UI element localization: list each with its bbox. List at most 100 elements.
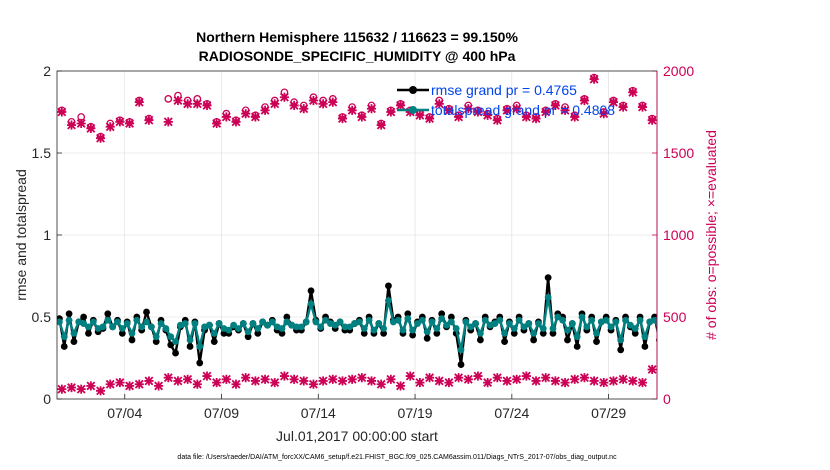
obs-evaluated-point xyxy=(250,112,260,122)
obs-evaluated-point xyxy=(299,104,309,114)
legend-rmse-label: rmse grand pr = 0.4765 xyxy=(431,82,577,98)
y-tick-label-right: 500 xyxy=(663,309,687,325)
totalspread-point xyxy=(322,316,329,324)
totalspread-point xyxy=(457,346,465,354)
obs-evaluated-point xyxy=(521,112,531,122)
rmse-point xyxy=(758,346,765,353)
totalspread-point xyxy=(307,300,315,308)
rmse-point xyxy=(792,304,799,311)
obs-evaluated-point xyxy=(454,112,464,122)
obs-evaluated-point xyxy=(541,107,551,117)
totalspread-point xyxy=(588,316,596,324)
obs-evaluated-point xyxy=(231,117,241,127)
obs-count-point xyxy=(531,376,541,386)
totalspread-point xyxy=(515,316,523,324)
totalspread-point xyxy=(607,323,615,331)
totalspread-point xyxy=(370,326,378,334)
rmse-point xyxy=(510,330,518,337)
obs-count-point xyxy=(231,379,241,389)
rmse-point xyxy=(539,330,547,337)
obs-count-point xyxy=(270,378,280,388)
obs-count-point xyxy=(144,376,154,386)
obs-count-point xyxy=(589,376,599,386)
totalspread-point xyxy=(433,325,441,332)
obs-count-point xyxy=(608,376,619,386)
obs-count-point xyxy=(473,371,483,381)
obs-count-markers xyxy=(57,73,657,396)
totalspread-point xyxy=(404,315,412,323)
obs-evaluated-point xyxy=(134,97,144,107)
rmse-point xyxy=(409,331,417,339)
rmse-point xyxy=(796,314,803,321)
totalspread-point xyxy=(578,313,586,321)
obs-count-point xyxy=(376,379,386,389)
rmse-point xyxy=(753,322,760,329)
rmse-point xyxy=(476,336,484,344)
obs-evaluated-point xyxy=(434,99,444,109)
totalspread-series xyxy=(57,293,818,354)
obs-count-point xyxy=(492,373,502,383)
obs-evaluated-point xyxy=(366,104,377,114)
obs-evaluated-point xyxy=(570,112,580,122)
totalspread-point xyxy=(602,316,610,324)
obs-evaluated-point xyxy=(66,120,77,130)
totalspread-point xyxy=(452,325,460,332)
totalspread-point xyxy=(626,321,634,329)
totalspread-point xyxy=(167,333,175,341)
totalspread-point xyxy=(811,315,818,322)
rmse-point xyxy=(743,310,750,317)
rmse-point xyxy=(501,338,508,345)
totalspread-point xyxy=(80,320,88,327)
rmse-point xyxy=(719,304,726,311)
obs-count-point xyxy=(415,378,425,388)
obs-count-point xyxy=(347,374,357,384)
obs-count-point xyxy=(318,376,328,386)
totalspread-point xyxy=(123,320,131,327)
rmse-point xyxy=(671,327,678,334)
obs-evaluated-point xyxy=(376,120,386,130)
rmse-point xyxy=(423,334,431,342)
obs-evaluated-point xyxy=(115,117,125,127)
totalspread-point xyxy=(147,323,155,331)
y-tick-label-right: 1500 xyxy=(663,145,694,161)
totalspread-point xyxy=(143,318,150,326)
obs-evaluated-point xyxy=(95,133,106,143)
rmse-point xyxy=(782,319,789,326)
rmse-point xyxy=(690,310,697,317)
totalspread-point xyxy=(525,320,533,327)
obs-evaluated-point xyxy=(163,117,173,127)
obs-count-point xyxy=(405,371,415,381)
obs-evaluated-point xyxy=(647,115,657,125)
y-tick-label-right: 1000 xyxy=(663,227,694,243)
obs-count-point xyxy=(173,376,183,386)
totalspread-point xyxy=(157,320,165,327)
rmse-point xyxy=(777,314,784,321)
totalspread-point xyxy=(283,318,291,326)
obs-count-point xyxy=(95,386,106,396)
totalspread-point xyxy=(753,320,760,327)
totalspread-point xyxy=(539,325,547,332)
obs-count-point xyxy=(260,374,270,384)
totalspread-point xyxy=(89,318,97,326)
obs-evaluated-point xyxy=(105,122,115,132)
totalspread-point xyxy=(792,309,799,316)
obs-count-point xyxy=(86,381,96,391)
totalspread-point xyxy=(583,323,591,331)
x-tick-label: 07/04 xyxy=(107,405,142,421)
totalspread-point xyxy=(447,318,455,326)
rmse-point xyxy=(80,313,88,321)
totalspread-point xyxy=(777,315,784,322)
rmse-point xyxy=(172,349,179,357)
obs-evaluated-point xyxy=(347,105,357,115)
rmse-point xyxy=(307,287,315,295)
obs-count-point xyxy=(183,374,193,384)
totalspread-point xyxy=(636,316,644,324)
totalspread-point xyxy=(476,330,484,337)
totalspread-point xyxy=(162,325,170,332)
obs-count-point xyxy=(560,378,570,388)
rmse-point xyxy=(724,327,731,334)
obs-evaluated-point xyxy=(202,100,212,110)
rmse-point xyxy=(404,310,412,318)
rmse-point xyxy=(85,330,92,337)
